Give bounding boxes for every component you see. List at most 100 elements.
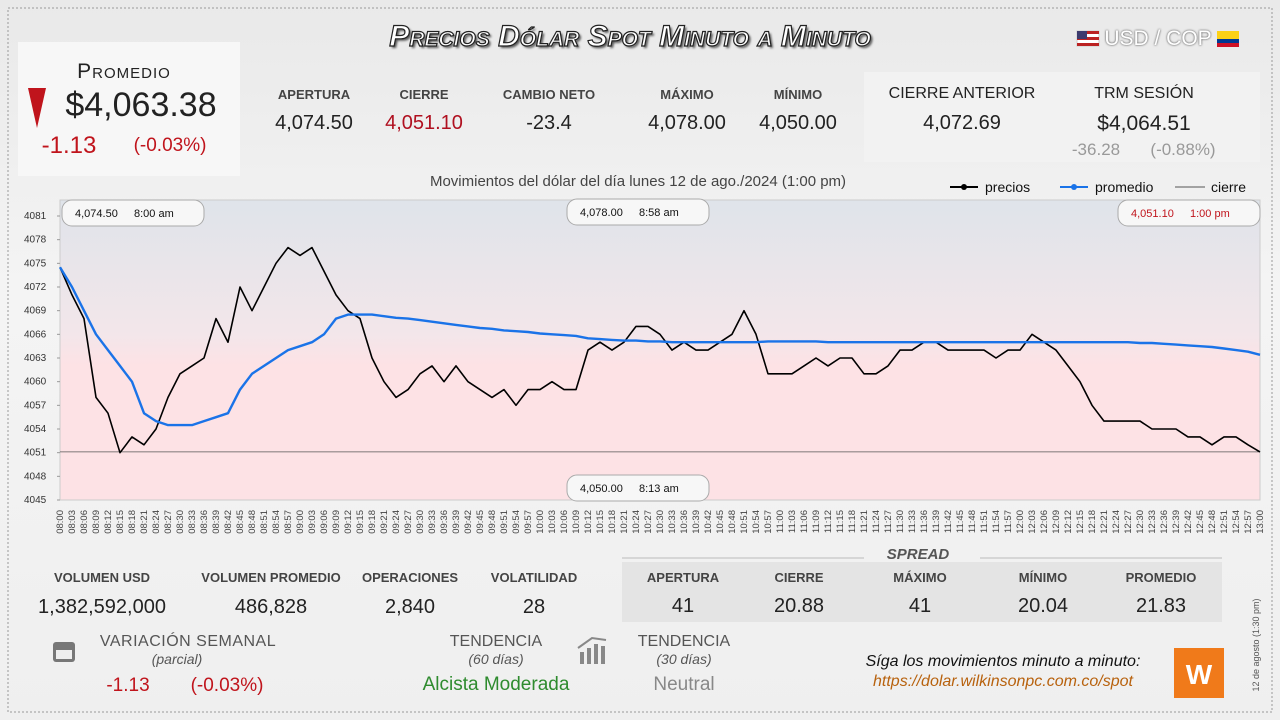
stat-value: 4,051.10	[385, 112, 463, 134]
callout-box	[566, 474, 710, 502]
x-tick-label: 12:24	[1111, 510, 1122, 534]
x-tick-label: 12:51	[1219, 510, 1230, 534]
x-tick-label: 11:42	[943, 510, 954, 533]
y-tick-label: 4069	[24, 306, 47, 317]
x-tick-label: 08:45	[235, 510, 246, 534]
x-tick-label: 08:36	[199, 510, 210, 534]
x-tick-label: 09:36	[439, 510, 450, 534]
callout-box	[1117, 199, 1261, 227]
frame	[7, 7, 1273, 713]
x-tick-label: 09:33	[427, 510, 438, 534]
trend-note: (30 días)	[656, 651, 712, 667]
previous-box	[864, 72, 1260, 162]
previous-value: $4,064.51	[1097, 112, 1191, 135]
x-tick-label: 11:51	[979, 510, 990, 533]
x-tick-label: 09:09	[331, 510, 342, 534]
x-tick-label: 08:57	[283, 510, 294, 534]
y-tick-label: 4075	[24, 258, 47, 269]
legend-marker	[961, 184, 967, 190]
x-tick-label: 11:12	[823, 510, 834, 533]
callout-time: 1:00 pm	[1190, 208, 1230, 220]
x-tick-label: 10:15	[595, 510, 606, 534]
trend-label: TENDENCIA	[637, 633, 731, 650]
calendar-icon	[53, 642, 75, 662]
x-tick-label: 10:48	[727, 510, 738, 534]
stat-label: MÁXIMO	[660, 87, 714, 102]
x-tick-label: 08:48	[247, 510, 258, 534]
x-tick-label: 11:06	[799, 510, 810, 533]
stat-value: 4,074.50	[275, 112, 353, 134]
summary-value: $4,063.38	[65, 86, 217, 124]
summary-box	[18, 42, 240, 176]
volume-value: 2,840	[384, 596, 436, 618]
timestamp: 12 de agosto (1:30 pm)	[1251, 598, 1261, 692]
x-tick-label: 09:00	[295, 510, 306, 534]
callout-value: 4,051.10	[1131, 208, 1174, 220]
x-tick-label: 12:12	[1063, 510, 1074, 534]
x-tick-label: 10:09	[571, 510, 582, 534]
y-tick-label: 4054	[24, 424, 47, 435]
volume-value: 486,828	[234, 596, 308, 618]
x-tick-label: 10:45	[715, 510, 726, 534]
spread-label: MÁXIMO	[893, 570, 947, 585]
x-tick-label: 08:15	[115, 510, 126, 534]
spread-label: PROMEDIO	[1125, 570, 1197, 585]
summary-change-pct: (-0.03%)	[133, 135, 207, 156]
x-tick-label: 09:27	[403, 510, 414, 534]
x-tick-label: 10:00	[535, 510, 546, 534]
legend-label: promedio	[1095, 179, 1154, 195]
x-tick-label: 09:18	[367, 510, 378, 534]
x-tick-label: 12:18	[1087, 510, 1098, 534]
x-tick-label: 09:15	[355, 510, 366, 534]
previous-label: CIERRE ANTERIOR	[888, 85, 1036, 102]
x-tick-label: 08:27	[163, 510, 174, 534]
x-tick-label: 13:00	[1255, 510, 1266, 534]
bars-icon	[577, 636, 607, 664]
legend-label: cierre	[1211, 179, 1246, 195]
x-tick-label: 09:39	[451, 510, 462, 534]
x-tick-label: 12:45	[1195, 510, 1206, 534]
svg-text:W: W	[1186, 659, 1213, 690]
legend-label: precios	[985, 179, 1030, 195]
stat-label: CAMBIO NETO	[502, 87, 596, 102]
us-flag	[1076, 30, 1100, 47]
stat-value: -23.4	[526, 112, 572, 134]
x-tick-label: 10:03	[547, 510, 558, 534]
x-tick-label: 11:03	[787, 510, 798, 533]
x-tick-label: 11:45	[955, 510, 966, 533]
y-tick-label: 4045	[24, 495, 47, 506]
trend-label: TENDENCIA	[449, 633, 543, 650]
weekly-label: VARIACIÓN SEMANAL	[99, 633, 277, 650]
callout-value: 4,078.00	[580, 207, 623, 219]
chart-title: Movimientos del dólar del día lunes 12 d…	[429, 173, 847, 190]
x-tick-label: 11:39	[931, 510, 942, 533]
trend-value: Alcista Moderada	[422, 674, 570, 695]
legend-marker	[1071, 184, 1077, 190]
volume-label: VOLATILIDAD	[490, 570, 578, 585]
x-tick-label: 09:30	[415, 510, 426, 534]
volume-value: 1,382,592,000	[38, 596, 166, 618]
x-tick-label: 12:42	[1183, 510, 1194, 534]
callout-box	[566, 198, 710, 226]
x-tick-label: 08:03	[67, 510, 78, 534]
x-tick-label: 08:51	[259, 510, 270, 534]
spread-value: 21.83	[1135, 595, 1187, 617]
currency-pair: USD / COP	[1104, 27, 1212, 50]
x-tick-label: 10:54	[751, 510, 762, 534]
x-tick-label: 10:36	[679, 510, 690, 534]
callout-time: 8:00 am	[134, 208, 174, 220]
x-tick-label: 09:54	[511, 510, 522, 534]
y-tick-label: 4060	[24, 377, 47, 388]
x-tick-label: 12:15	[1075, 510, 1086, 534]
x-tick-label: 09:06	[319, 510, 330, 534]
previous-change-pct: (-0.88%)	[1150, 140, 1216, 159]
logo: W	[1174, 648, 1224, 698]
x-tick-label: 09:57	[523, 510, 534, 534]
x-tick-label: 11:27	[883, 510, 894, 533]
follow-text: Síga los movimientos minuto a minuto:	[865, 653, 1141, 670]
x-tick-label: 11:36	[919, 510, 930, 533]
x-tick-label: 10:24	[631, 510, 642, 534]
x-tick-label: 10:06	[559, 510, 570, 534]
summary-label: Promedio	[77, 60, 171, 83]
